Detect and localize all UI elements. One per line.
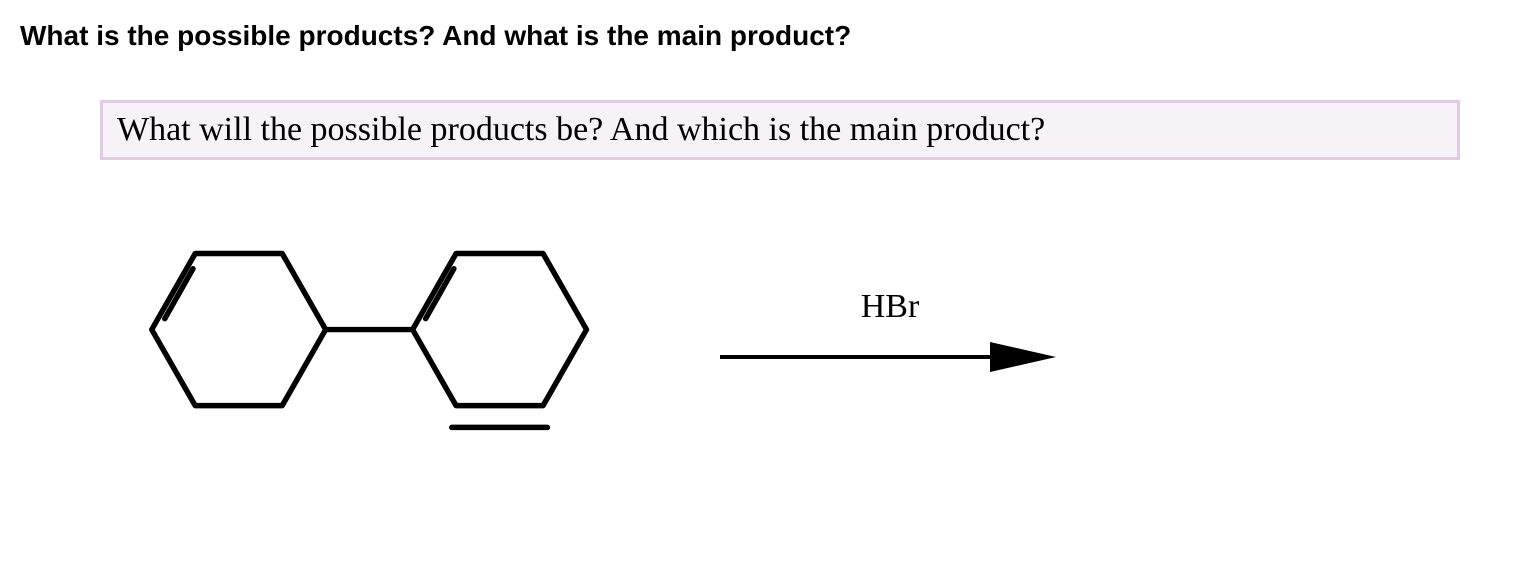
ring-a-double-bond — [165, 269, 193, 319]
page-title: What is the possible products? And what … — [20, 20, 1494, 52]
highlight-question-box: What will the possible products be? And … — [100, 100, 1460, 160]
arrow-head-icon — [990, 342, 1056, 372]
ring-b-double-bond — [426, 269, 454, 319]
ring-b-hexagon — [413, 253, 587, 405]
reaction-area: HBr — [100, 210, 1494, 460]
reaction-arrow-icon — [720, 332, 1060, 382]
reaction-arrow-group: HBr — [720, 288, 1060, 382]
molecule-structure — [100, 210, 660, 460]
ring-a-hexagon — [152, 253, 326, 405]
reagent-label: HBr — [861, 288, 920, 326]
